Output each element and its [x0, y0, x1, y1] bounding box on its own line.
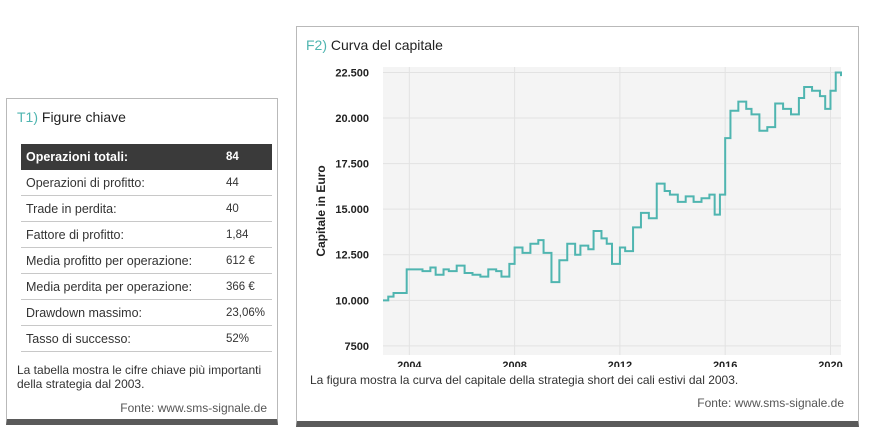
plot-area: [383, 67, 841, 355]
equity-curve-chart: 7500 10.000 12.500 15.000 17.500 20.000 22.500…: [314, 67, 843, 367]
y-tick-label: 10.000: [335, 295, 369, 307]
key-figures-card: T1) Figure chiave Operazioni totali: 84 Op…: [6, 98, 278, 425]
row-label: Fattore di profitto:: [21, 221, 222, 248]
key-figures-table: Operazioni totali: 84 Operazioni di profit…: [21, 144, 272, 352]
equity-curve-tag: F2): [306, 37, 327, 53]
y-tick-label: 15.000: [335, 204, 369, 216]
row-value: 44: [222, 169, 272, 196]
equity-curve-heading: Curva del capitale: [330, 37, 443, 53]
equity-series-line: [383, 71, 842, 302]
equity-curve-source: Fonte: www.sms-signale.de: [697, 396, 844, 410]
key-figures-heading: Figure chiave: [41, 109, 126, 125]
x-tick-label: 2004: [397, 360, 422, 367]
table-row: Fattore di profitto: 1,84: [21, 221, 272, 248]
row-value: 84: [222, 144, 272, 170]
table-row: Drawdown massimo: 23,06%: [21, 299, 272, 326]
grid-lines: [383, 67, 841, 355]
row-value: 52%: [222, 325, 272, 352]
key-figures-source: Fonte: www.sms-signale.de: [120, 401, 267, 415]
y-tick-label: 12.500: [335, 250, 369, 262]
row-label: Trade in perdita:: [21, 195, 222, 222]
y-axis-label: Capitale in Euro: [314, 165, 328, 256]
row-value: 40: [222, 195, 272, 222]
row-label: Media perdita per operazione:: [21, 273, 222, 300]
table-row: Tasso di successo: 52%: [21, 325, 272, 352]
row-value: 23,06%: [222, 299, 272, 326]
key-figures-caption: La tabella mostra le cifre chiave più im…: [17, 363, 262, 391]
equity-curve-caption: La figura mostra la curva del capitale d…: [310, 373, 739, 387]
x-tick-label: 2012: [608, 360, 632, 367]
y-tick-label: 7500: [345, 341, 369, 353]
row-value: 612 €: [222, 247, 272, 274]
row-value: 1,84: [222, 221, 272, 248]
y-axis-ticks: 7500 10.000 12.500 15.000 17.500 20.000 22.500: [335, 67, 369, 352]
row-label: Tasso di successo:: [21, 325, 222, 352]
y-tick-label: 17.500: [335, 159, 369, 171]
row-label: Media profitto per operazione:: [21, 247, 222, 274]
table-row: Media profitto per operazione: 612 €: [21, 247, 272, 274]
key-figures-title: T1) Figure chiave: [17, 109, 126, 125]
x-axis-ticks: 2004 2008 2012 2016 2020: [397, 360, 843, 367]
x-tick-label: 2016: [713, 360, 737, 367]
table-row: Operazioni totali: 84: [21, 144, 272, 170]
table-row: Operazioni di profitto: 44: [21, 169, 272, 196]
row-label: Operazioni di profitto:: [21, 169, 222, 196]
y-tick-label: 22.500: [335, 67, 369, 79]
key-figures-tag: T1): [17, 109, 38, 125]
x-tick-label: 2008: [502, 360, 526, 367]
table-row: Media perdita per operazione: 366 €: [21, 273, 272, 300]
row-label: Operazioni totali:: [21, 144, 222, 170]
y-tick-label: 20.000: [335, 113, 369, 125]
equity-curve-title: F2) Curva del capitale: [306, 37, 443, 53]
row-value: 366 €: [222, 273, 272, 300]
x-tick-label: 2020: [818, 360, 842, 367]
row-label: Drawdown massimo:: [21, 299, 222, 326]
equity-curve-card: F2) Curva del capitale 7500 10.000 12.500 1…: [296, 26, 859, 427]
table-row: Trade in perdita: 40: [21, 195, 272, 222]
